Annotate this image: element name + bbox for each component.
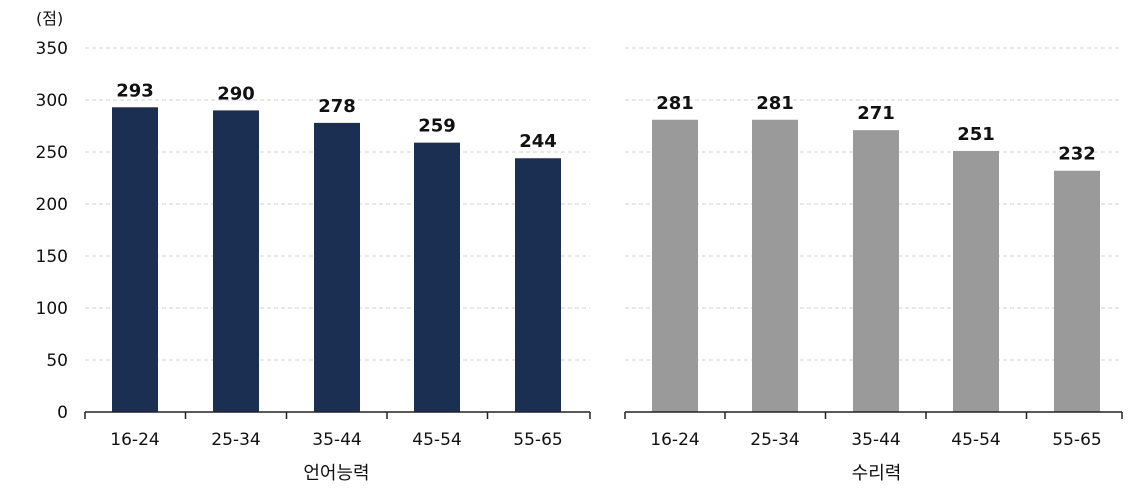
panel-1-y-tick-label: 200 bbox=[36, 195, 68, 215]
panel-1-data-label: 244 bbox=[519, 131, 557, 152]
panel-1-bar bbox=[515, 158, 561, 412]
panel-1-category-label: 16-24 bbox=[110, 430, 159, 450]
panel-2-bar bbox=[853, 130, 899, 412]
panel-2-x-axis-title: 수리력 bbox=[852, 463, 902, 484]
panel-1-y-tick-label: 300 bbox=[36, 91, 68, 111]
panel-1-data-label: 278 bbox=[318, 96, 356, 117]
panel-2-category-label: 45-54 bbox=[951, 430, 1000, 450]
y-unit-label: (점) bbox=[36, 9, 63, 28]
panel-2-data-label: 271 bbox=[857, 103, 895, 124]
panel-1-bar bbox=[314, 122, 360, 412]
panel-1-bar bbox=[414, 142, 460, 412]
panel-1-data-label: 259 bbox=[418, 116, 456, 137]
panel-1-category-label: 55-65 bbox=[513, 430, 562, 450]
panel-1-bar bbox=[213, 110, 259, 413]
panel-2-bar bbox=[1054, 170, 1100, 412]
panel-2-data-label: 281 bbox=[756, 93, 794, 114]
panel-1-data-label: 290 bbox=[217, 83, 255, 104]
panel-1-y-tick-label: 150 bbox=[36, 247, 68, 267]
panel-1-y-tick-label: 50 bbox=[46, 351, 68, 371]
panel-2-data-label: 232 bbox=[1058, 144, 1096, 165]
panel-2-data-label: 281 bbox=[656, 93, 694, 114]
panel-1-y-tick-label: 250 bbox=[36, 143, 68, 163]
panel-1-category-label: 35-44 bbox=[312, 430, 361, 450]
panel-1-bar bbox=[112, 107, 158, 412]
panel-1-data-label: 293 bbox=[116, 80, 154, 101]
panel-1-y-tick-label: 100 bbox=[36, 299, 68, 319]
panel-2-bar bbox=[752, 119, 798, 412]
panel-1-y-tick-label: 350 bbox=[36, 39, 68, 59]
panel-2-bar bbox=[652, 119, 698, 412]
panel-2-bar bbox=[953, 150, 999, 412]
panel-2-category-label: 35-44 bbox=[851, 430, 900, 450]
panel-1-category-label: 25-34 bbox=[211, 430, 260, 450]
panel-2-category-label: 16-24 bbox=[650, 430, 699, 450]
panel-2-category-label: 25-34 bbox=[750, 430, 799, 450]
panel-1-category-label: 45-54 bbox=[412, 430, 461, 450]
panel-1-y-tick-label: 0 bbox=[57, 403, 68, 423]
panel-2-data-label: 251 bbox=[957, 124, 995, 145]
panel-1-x-axis-title: 언어능력 bbox=[303, 463, 369, 484]
panel-2-category-label: 55-65 bbox=[1052, 430, 1101, 450]
